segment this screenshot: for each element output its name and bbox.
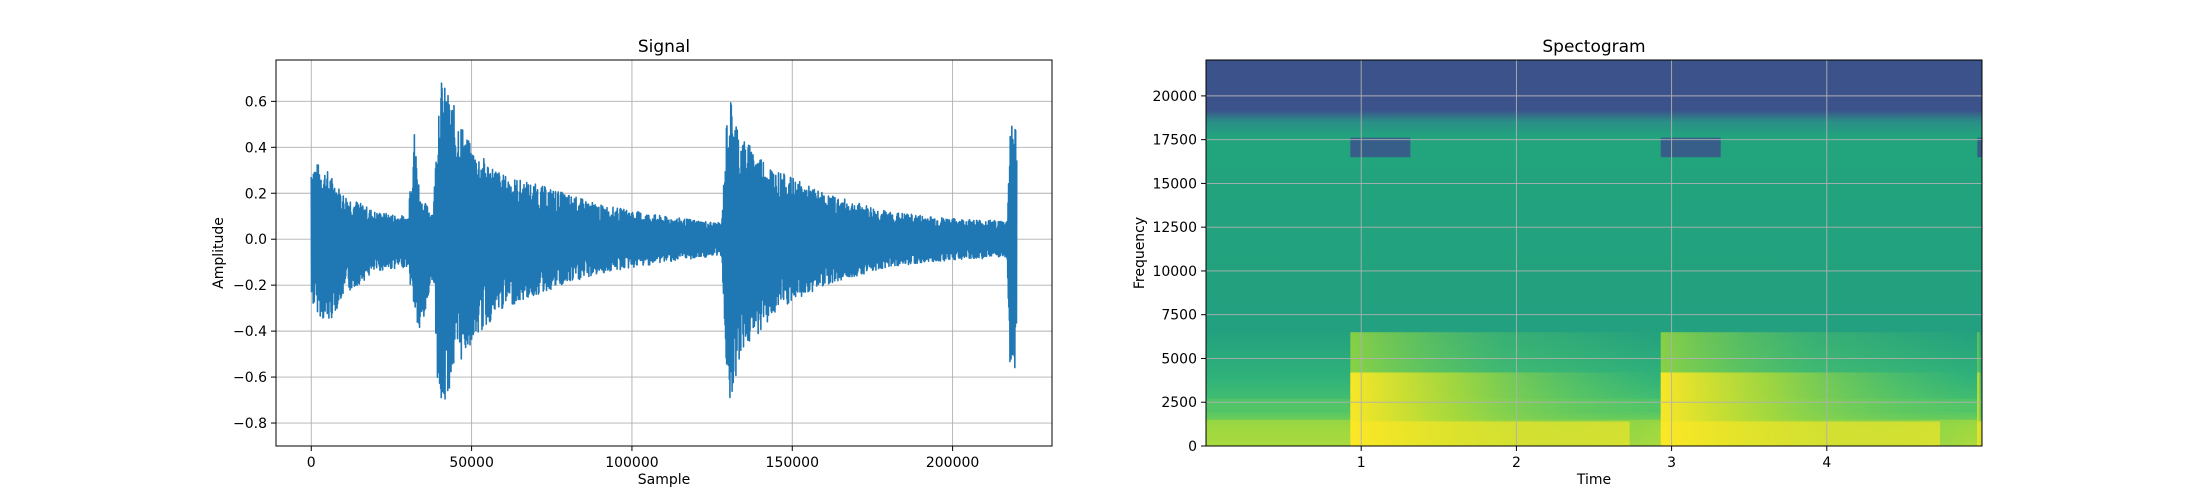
- spectrogram-x-axis: 1 2 3 4: [1357, 446, 1831, 471]
- spectrogram-y-tick-label: 20000: [1152, 89, 1197, 105]
- spectrogram-y-tick-label: 2500: [1161, 395, 1197, 411]
- signal-y-tick-label: −0.4: [233, 324, 267, 340]
- spectrogram-y-tick-label: 5000: [1161, 351, 1197, 367]
- spectrogram-onset-peak: [1660, 421, 1941, 446]
- spectrogram-y-tick-label: 10000: [1152, 264, 1197, 280]
- signal-x-axis: 0 50000 100000 150000 200000: [307, 446, 979, 471]
- signal-waveform: [310, 82, 1018, 400]
- spectrogram-chart: Spectogram 1 2 3 4 0 2500 5000 7500 10000 12500 1…: [1132, 37, 1983, 488]
- spectrogram-y-axis: 0 2500 5000 7500 10000 12500 15000 17500 20000: [1152, 89, 1206, 455]
- spectrogram-y-tick-label: 0: [1188, 439, 1197, 455]
- signal-x-tick-label: 0: [307, 455, 316, 471]
- signal-y-tick-label: −0.6: [233, 370, 267, 386]
- spectrogram-onset-peak: [1977, 421, 1982, 446]
- signal-x-tick-label: 50000: [449, 455, 494, 471]
- signal-title: Signal: [638, 37, 690, 57]
- signal-x-tick-label: 200000: [926, 455, 979, 471]
- spectrogram-cutoff-dip: [1660, 137, 1721, 158]
- spectrogram-plot-frame: [1205, 59, 1983, 447]
- signal-y-label: Amplitude: [211, 217, 227, 289]
- spectrogram-x-tick-label: 4: [1822, 455, 1831, 471]
- spectrogram-x-tick-label: 2: [1512, 455, 1521, 471]
- spectrogram-onset-peak: [1350, 421, 1630, 446]
- spectrogram-cutoff-dip: [1977, 137, 1982, 158]
- signal-x-tick-label: 150000: [766, 455, 819, 471]
- signal-chart: Signal 0 50000 100000 150000 200000 −0.8 −0.6…: [211, 37, 1053, 488]
- spectrogram-y-tick-label: 17500: [1152, 133, 1197, 149]
- spectrogram-onset-high: [1977, 372, 1982, 446]
- spectrogram-y-tick-label: 12500: [1152, 220, 1197, 236]
- spectrogram-title: Spectogram: [1542, 37, 1645, 57]
- signal-y-tick-label: 0.0: [245, 232, 267, 248]
- signal-x-label: Sample: [638, 472, 691, 488]
- spectrogram-x-tick-label: 3: [1667, 455, 1676, 471]
- spectrogram-y-label: Frequency: [1132, 217, 1148, 289]
- signal-y-tick-label: 0.2: [245, 186, 267, 202]
- signal-plot-frame: [275, 59, 1053, 447]
- signal-y-tick-label: 0.4: [245, 140, 267, 156]
- spectrogram-y-tick-label: 7500: [1161, 308, 1197, 324]
- spectrogram-y-tick-label: 15000: [1152, 176, 1197, 192]
- spectrogram-x-tick-label: 1: [1357, 455, 1366, 471]
- signal-x-tick-label: 100000: [605, 455, 658, 471]
- signal-y-tick-label: −0.8: [233, 416, 267, 432]
- spectrogram-cutoff-dip: [1350, 137, 1411, 158]
- signal-y-tick-label: −0.2: [233, 278, 267, 294]
- spectrogram-x-label: Time: [1576, 472, 1611, 488]
- signal-y-tick-label: 0.6: [245, 94, 267, 110]
- signal-y-axis: −0.8 −0.6 −0.4 −0.2 0.0 0.2 0.4 0.6: [233, 94, 276, 432]
- spectrogram-energy: [1206, 137, 1982, 446]
